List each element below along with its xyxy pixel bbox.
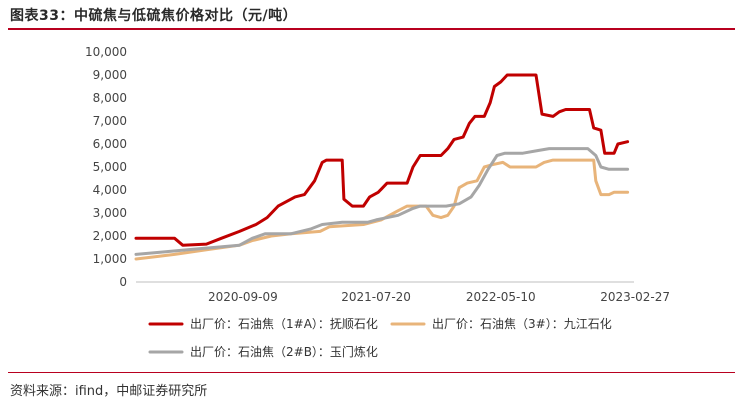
legend-label-1: 出厂价：石油焦（1#A）：抚顺石化 bbox=[190, 317, 378, 331]
series-line-2 bbox=[134, 158, 630, 261]
chart-legend: 出厂价：石油焦（1#A）：抚顺石化 出厂价：石油焦（3#）：九江石化出厂价：石油焦… bbox=[148, 317, 612, 359]
y-tick-label: 0 bbox=[119, 275, 127, 289]
y-tick-label: 6,000 bbox=[93, 137, 127, 151]
x-tick-label: 2022-05-10 bbox=[466, 290, 536, 304]
x-tick-label: 2020-09-09 bbox=[208, 290, 278, 304]
y-tick-label: 4,000 bbox=[93, 183, 127, 197]
series-line-3 bbox=[134, 147, 630, 256]
y-tick-label: 9,000 bbox=[93, 68, 127, 82]
y-tick-label: 8,000 bbox=[93, 91, 127, 105]
legend-label-3: 出厂价：石油焦（2#B）：玉门炼化 bbox=[190, 344, 378, 359]
chart-axes: 0 1,000 2,000 3,000 4,000 5,000 6,000 7,000 8,00… bbox=[85, 45, 670, 304]
y-tick-label: 3,000 bbox=[93, 206, 127, 220]
footer-divider bbox=[8, 372, 735, 373]
y-tick-label: 10,000 bbox=[85, 45, 127, 59]
chart-lines bbox=[134, 73, 630, 261]
figure-title: 图表33：中硫焦与低硫焦价格对比（元/吨） bbox=[10, 8, 298, 24]
x-tick-label: 2023-02-27 bbox=[600, 290, 670, 304]
x-tick-label: 2021-07-20 bbox=[341, 290, 411, 304]
title-divider bbox=[8, 28, 735, 30]
y-tick-label: 1,000 bbox=[93, 252, 127, 266]
series-line-1 bbox=[134, 73, 630, 247]
y-tick-label: 2,000 bbox=[93, 229, 127, 243]
source-note: 资料来源：ifind，中邮证券研究所 bbox=[10, 384, 208, 399]
y-tick-label: 7,000 bbox=[93, 114, 127, 128]
y-tick-label: 5,000 bbox=[93, 160, 127, 174]
legend-label-2: 出厂价：石油焦（3#）：九江石化 bbox=[432, 317, 612, 331]
